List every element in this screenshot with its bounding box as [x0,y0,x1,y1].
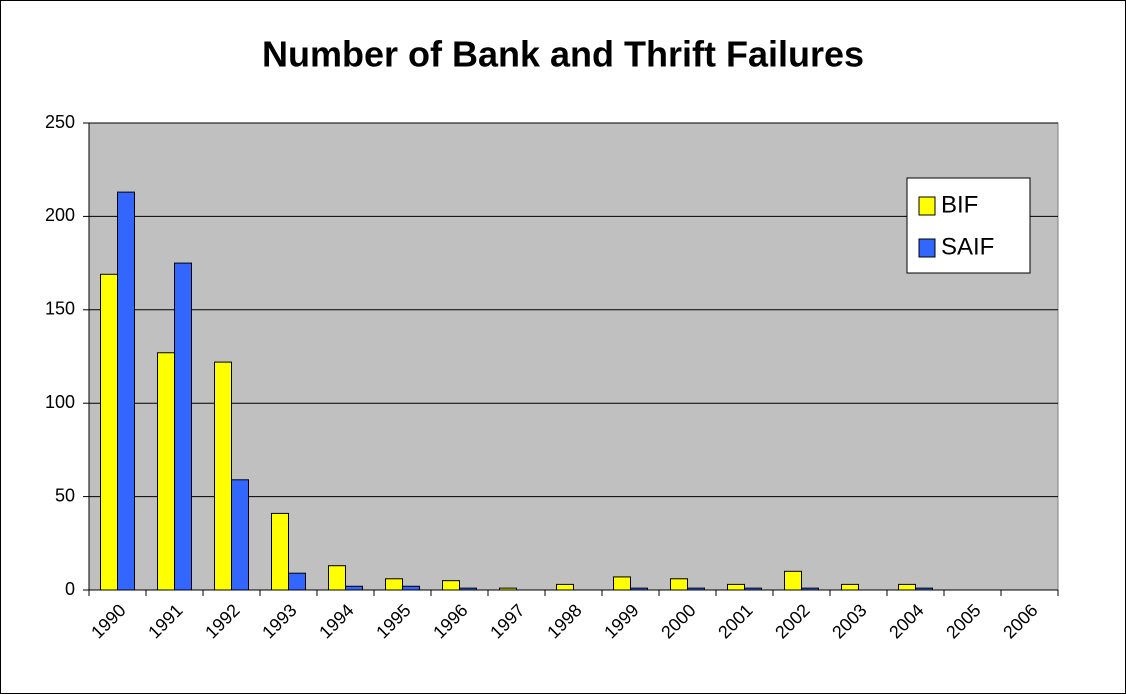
bar [801,587,819,591]
bar [345,585,363,591]
bar [841,583,859,591]
bar [214,361,232,591]
legend-swatch [918,238,936,258]
bar [499,587,517,591]
bar [784,570,802,591]
y-tick-label: 0 [65,579,75,599]
y-tick-label: 100 [45,392,75,412]
bar [687,587,705,591]
bar [915,587,933,591]
chart-title: Number of Bank and Thrift Failures [262,34,864,75]
legend-box [906,177,1031,274]
legend-label: BIF [941,191,978,218]
bar [898,583,916,591]
bar [613,576,631,591]
y-tick-label: 200 [45,205,75,225]
bar [630,587,648,591]
legend-swatch [918,196,936,216]
legend-label: SAIF [941,233,994,260]
y-tick-label: 250 [45,112,75,132]
y-tick-label: 150 [45,299,75,319]
bar [231,479,249,591]
bar [328,565,346,591]
bar [402,585,420,591]
bar [442,580,460,591]
bar [744,587,762,591]
bar [288,572,306,591]
bar [727,583,745,591]
bar [385,578,403,591]
bar [174,262,192,591]
y-tick-label: 50 [55,485,75,505]
bar [100,273,118,591]
bar [271,512,289,591]
bar [556,583,574,591]
bar [117,191,135,591]
bar [459,587,477,591]
bar [157,352,175,591]
bar [670,578,688,591]
plot-area [88,122,1059,591]
